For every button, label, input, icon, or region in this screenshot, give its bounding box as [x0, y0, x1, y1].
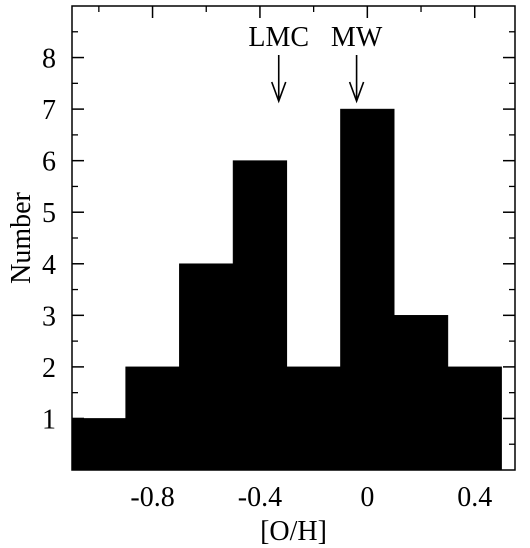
annotation-label: MW: [331, 22, 383, 53]
x-tick-label: 0: [360, 482, 374, 513]
x-tick-label: 0.4: [457, 482, 492, 513]
annotation-lmc: LMC: [248, 22, 309, 104]
arrow-head: [348, 81, 365, 104]
annotation-mw: MW: [331, 22, 383, 104]
histogram-bar: [393, 315, 449, 471]
histogram-bar: [447, 366, 502, 471]
histogram-bar: [179, 263, 234, 471]
histogram-bar: [286, 366, 341, 471]
y-tick-label: 8: [42, 44, 56, 75]
annotation-label: LMC: [248, 22, 309, 53]
y-tick-label: 2: [42, 353, 56, 384]
y-tick-label: 4: [42, 250, 56, 281]
histogram-bar: [71, 418, 126, 471]
annotations: LMC MW: [248, 22, 383, 104]
arrow-head: [270, 81, 287, 104]
x-axis-label: [O/H]: [260, 516, 327, 547]
y-tick-label: 3: [42, 301, 56, 332]
axis-ticks: -0.8 -0.4 0 0.4 1 2 3 4 5 6 7 8: [42, 6, 515, 513]
y-axis-label: Number: [6, 191, 37, 283]
histogram-bar: [340, 108, 395, 471]
histogram-bars: [71, 108, 502, 471]
y-tick-label: 1: [42, 404, 56, 435]
histogram-bar: [232, 160, 288, 471]
y-tick-label: 5: [42, 198, 56, 229]
x-tick-label: -0.8: [130, 482, 174, 513]
y-tick-label: 7: [42, 95, 56, 126]
histogram-bar: [125, 366, 180, 471]
y-tick-label: 6: [42, 147, 56, 178]
x-tick-label: -0.4: [238, 482, 282, 513]
